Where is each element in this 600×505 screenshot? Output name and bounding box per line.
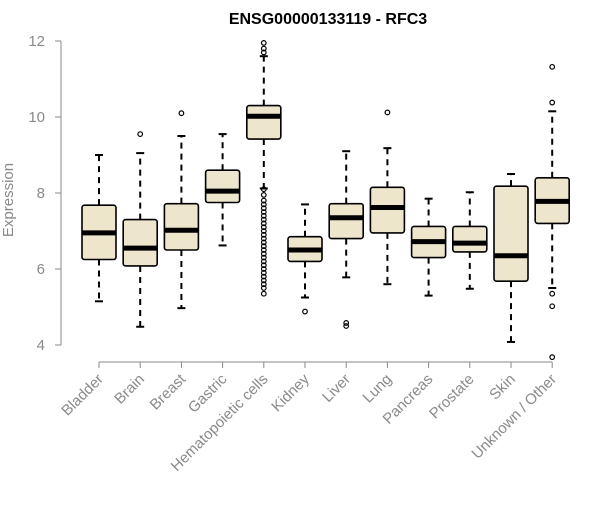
outlier-point: [260, 254, 267, 261]
box-iqr: [369, 186, 406, 234]
y-tick-label: 10: [28, 109, 45, 126]
outlier-point: [260, 247, 267, 253]
outlier-point: [260, 220, 267, 227]
y-tick-label: 8: [37, 185, 45, 202]
outlier-point: [260, 205, 267, 212]
outlier-point: [384, 109, 391, 116]
outlier-point: [549, 290, 556, 297]
box-iqr: [163, 202, 200, 251]
x-tick-label: Bladder: [58, 371, 107, 420]
outlier-point: [260, 239, 267, 246]
box-breast: [163, 110, 200, 310]
outlier-point: [343, 323, 350, 329]
y-axis: 4 6 8 10 12: [28, 33, 62, 354]
outlier-point: [260, 273, 267, 280]
box-gastric: [204, 133, 241, 247]
outlier-point: [302, 308, 308, 315]
x-tick-label: Brain: [111, 371, 148, 408]
y-tick-label: 6: [37, 261, 45, 278]
outlier-point: [260, 209, 267, 215]
x-tick-label: Prostate: [426, 371, 478, 423]
outlier-point: [549, 63, 556, 70]
outlier-point: [260, 290, 267, 297]
y-tick-label: 4: [37, 337, 45, 354]
outlier-point: [260, 266, 267, 272]
outlier-point: [260, 285, 267, 291]
outlier-point: [549, 354, 556, 361]
outlier-point: [260, 186, 267, 193]
outlier-point: [260, 277, 267, 284]
outlier-point: [260, 250, 267, 257]
outlier-point: [260, 231, 267, 238]
outlier-point: [260, 216, 267, 223]
outlier-point: [260, 212, 267, 219]
box-lung: [369, 109, 406, 286]
outlier-point: [260, 228, 267, 234]
box-brain: [122, 131, 158, 328]
box-bladder: [81, 154, 117, 303]
outlier-point: [137, 131, 144, 138]
box-hematopoietic-cells: [246, 40, 282, 297]
boxes-group: [81, 40, 571, 361]
box-iqr: [122, 218, 158, 267]
x-tick-label: Liver: [319, 371, 354, 406]
box-liver: [328, 150, 365, 329]
outlier-point: [178, 110, 185, 117]
x-tick-label: Kidney: [268, 370, 313, 415]
outlier-point: [260, 197, 267, 204]
box-iqr: [451, 225, 488, 253]
x-tick-label: Skin: [486, 371, 519, 404]
box-iqr: [246, 104, 282, 140]
outlier-point: [260, 281, 267, 288]
outlier-point: [260, 49, 267, 56]
box-iqr: [493, 185, 529, 282]
outlier-point: [260, 258, 267, 265]
outlier-point: [549, 303, 556, 310]
box-unknown-other: [534, 63, 571, 361]
x-tick-label: Breast: [147, 370, 190, 413]
outlier-point: [260, 243, 267, 250]
y-tick-label: 12: [28, 33, 45, 50]
outlier-point: [260, 201, 267, 208]
box-iqr: [204, 169, 241, 204]
box-kidney: [287, 203, 323, 315]
y-axis-title: Expression: [0, 163, 17, 237]
box-skin: [493, 173, 529, 343]
outlier-point: [260, 262, 267, 269]
outlier-point: [260, 224, 267, 231]
outlier-point: [260, 40, 267, 46]
outlier-point: [549, 99, 556, 106]
box-prostate: [451, 191, 488, 290]
box-pancreas: [410, 197, 447, 297]
outlier-point: [260, 269, 267, 276]
chart-title: ENSG00000133119 - RFC3: [229, 11, 427, 28]
box-iqr: [328, 202, 365, 240]
outlier-point: [343, 320, 350, 326]
outlier-point: [260, 45, 267, 52]
outlier-point: [260, 191, 267, 198]
x-tick-label: Lung: [360, 371, 396, 407]
outlier-point: [260, 235, 267, 242]
